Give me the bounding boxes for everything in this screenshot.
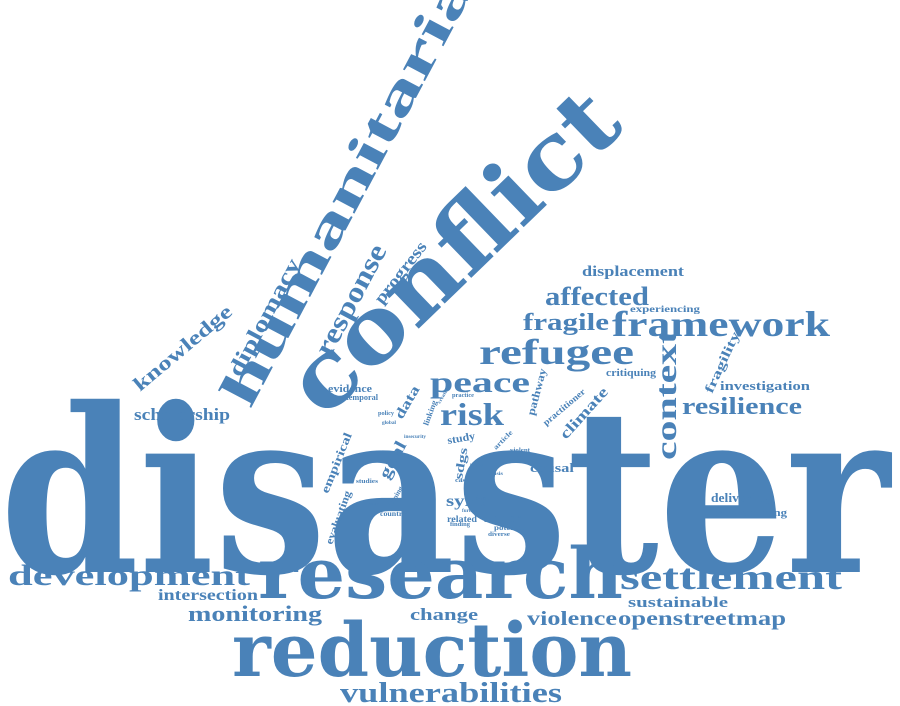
word-study: study <box>446 430 476 447</box>
word-policy: policy <box>378 411 394 417</box>
word-framework: framework <box>612 304 830 344</box>
word-causal: causal <box>530 460 574 475</box>
word-development: development <box>8 559 250 592</box>
word-risk: risk <box>440 396 504 432</box>
word-sdgs: sdgs <box>451 446 470 480</box>
word-settlement: settlement <box>620 557 842 597</box>
word-vulnerabilities: vulnerabilities <box>340 678 562 706</box>
word-displacement: displacement <box>582 264 684 280</box>
word-affected: affected <box>545 282 650 311</box>
word-related: related <box>447 514 477 524</box>
word-context: context <box>650 330 683 460</box>
word-investigation: investigation <box>720 378 811 393</box>
word-utility: utility <box>470 463 485 468</box>
word-resilience: resilience <box>682 394 802 420</box>
word-promise: promise <box>508 452 542 462</box>
word-finding: finding <box>450 522 470 528</box>
word-unhcr: unhcr <box>483 510 521 525</box>
word-research: research <box>258 532 623 615</box>
word-practice: practice <box>452 393 474 399</box>
word-delivering: delivering <box>711 490 770 505</box>
word-critiquing: critiquing <box>606 367 657 379</box>
word-disaster: disaster <box>0 358 892 626</box>
word-temporal: temporal <box>346 393 379 402</box>
word-reduction: reduction <box>232 608 632 694</box>
word-change: change <box>410 605 479 624</box>
word-openstreetmap: openstreetmap <box>618 608 786 630</box>
word-countrie: countrie <box>380 510 408 518</box>
word-case: case <box>455 478 469 484</box>
word-further: further <box>462 509 479 514</box>
word-experiencing: experiencing <box>630 304 701 314</box>
word-intersection: intersection <box>158 587 258 604</box>
word-peace: peace <box>430 366 530 399</box>
word-fragile: fragile <box>523 310 609 336</box>
word-potential: potential <box>494 524 528 532</box>
word-insecurity: insecurity <box>404 435 427 440</box>
word-crisis: crisis <box>489 472 503 477</box>
word-scholarship: scholarship <box>134 405 230 424</box>
word-violent: violent <box>510 448 530 454</box>
word-global: global <box>382 421 397 426</box>
word-monitoring: monitoring <box>188 601 322 626</box>
word-refugee: refugee <box>479 332 634 372</box>
word-violence: violence <box>527 608 617 630</box>
word-studies: studies <box>356 479 379 485</box>
word-syria: syria <box>446 493 490 510</box>
word-multi: multi <box>476 497 487 502</box>
word-programming: programming <box>711 507 788 519</box>
word-sustainable: sustainable <box>628 595 728 611</box>
word-issue: issue <box>367 502 380 507</box>
word-diverse: diverse <box>488 532 510 538</box>
word-evidence: evidence <box>328 383 372 395</box>
